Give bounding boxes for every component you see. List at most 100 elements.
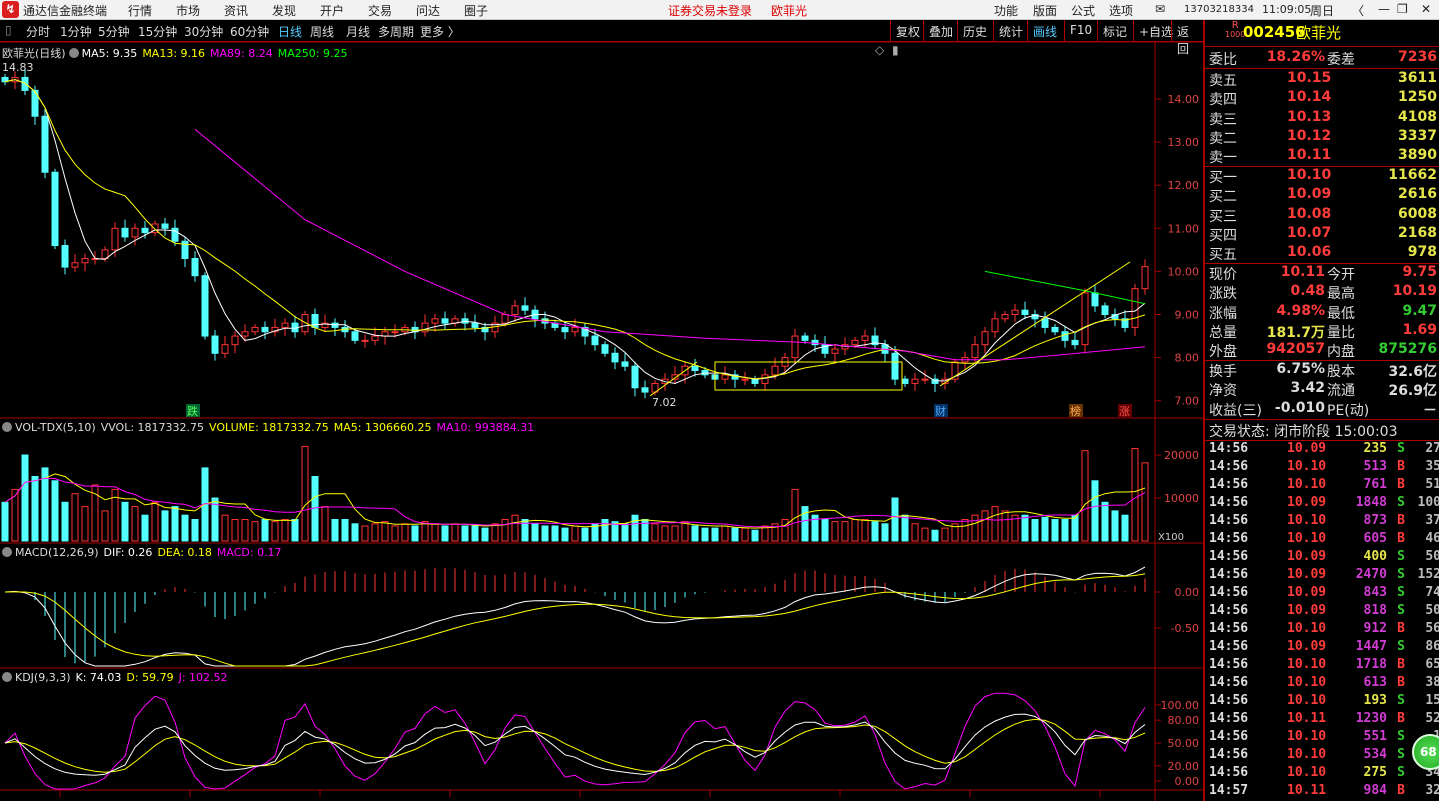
trade-cell: 10.09 bbox=[1287, 495, 1327, 510]
marker-cai[interactable]: 财 bbox=[935, 404, 946, 418]
candle bbox=[521, 305, 529, 311]
period-tab[interactable]: 更多 〉 bbox=[420, 25, 460, 39]
toolbar-button[interactable]: 标记 bbox=[1097, 20, 1132, 42]
volume-bar bbox=[471, 525, 479, 542]
menu-kaihu[interactable]: 开户 bbox=[320, 4, 345, 18]
menu-zixun[interactable]: 资讯 bbox=[224, 4, 249, 18]
toolbar-button[interactable]: 复权 bbox=[890, 20, 925, 42]
diamond-icon[interactable]: ◇ bbox=[875, 43, 885, 57]
volume-bar bbox=[991, 506, 999, 542]
period-tab[interactable]: 日线 bbox=[278, 25, 303, 39]
menu-gongshi[interactable]: 公式 bbox=[1071, 4, 1096, 18]
trade-cell: 10.09 bbox=[1287, 549, 1327, 564]
chart-title: 欧菲光(日线) bbox=[2, 47, 66, 60]
back-icon[interactable]: 〈 bbox=[1352, 4, 1365, 18]
candle bbox=[281, 322, 289, 328]
toolbar-button[interactable]: 画线 bbox=[1027, 20, 1062, 42]
marker-box bbox=[934, 404, 948, 417]
menu-banmian[interactable]: 版面 bbox=[1033, 4, 1058, 18]
volume-bar bbox=[151, 501, 159, 542]
kline-chart[interactable]: 14.00 13.00 12.00 11.00 10.00 9.00 8.00 7.00 200… bbox=[0, 0, 1203, 801]
period-tab[interactable]: 月线 bbox=[346, 25, 371, 39]
dropdown-icon[interactable] bbox=[2, 422, 12, 432]
toolbar-button[interactable]: F10 bbox=[1064, 20, 1097, 42]
y-tick-label: 50.00 bbox=[1168, 737, 1200, 750]
volume-bar bbox=[581, 527, 589, 542]
candle bbox=[1041, 318, 1049, 328]
drawn-trendline[interactable] bbox=[939, 261, 1131, 387]
toolbar-button[interactable]: 返回 bbox=[1171, 20, 1203, 56]
restore-icon[interactable]: ❐ bbox=[1397, 2, 1408, 16]
candle bbox=[501, 314, 509, 324]
marker-die[interactable]: 跌 bbox=[187, 404, 198, 418]
menu-quanzi[interactable]: 圈子 bbox=[464, 4, 489, 18]
volume-bar bbox=[871, 521, 879, 542]
panel-toggle-icon[interactable]: ▯ bbox=[5, 23, 12, 37]
value: 18.26% bbox=[1266, 49, 1325, 65]
candle bbox=[361, 339, 369, 342]
toolbar-button[interactable]: 历史 bbox=[957, 20, 992, 42]
login-notice[interactable]: 证券交易未登录 bbox=[668, 4, 753, 18]
volume-bar bbox=[211, 497, 219, 542]
volume-bar bbox=[491, 523, 499, 542]
ask-label: 卖四 bbox=[1209, 92, 1237, 109]
menu-hangqing[interactable]: 行情 bbox=[128, 4, 153, 18]
dropdown-icon[interactable] bbox=[2, 672, 12, 682]
volume-bar bbox=[631, 514, 639, 542]
period-tab[interactable]: 多周期 bbox=[378, 25, 415, 39]
candle bbox=[891, 352, 899, 380]
candle bbox=[1121, 318, 1129, 328]
trade-cell: 74 bbox=[1425, 585, 1439, 600]
stat-label: 股本 bbox=[1327, 364, 1355, 380]
menu-jiaoyi[interactable]: 交易 bbox=[368, 4, 393, 18]
drawn-rectangle[interactable] bbox=[714, 361, 903, 391]
trade-cell: B bbox=[1397, 675, 1405, 690]
menu-wenda[interactable]: 问达 bbox=[416, 4, 441, 18]
expand-icon[interactable]: ▮ bbox=[892, 43, 899, 57]
quote-row: 现价 10.11 今开 9.75 bbox=[1209, 264, 1437, 283]
marker-box bbox=[1118, 404, 1132, 417]
trade-cell: B bbox=[1397, 657, 1405, 672]
period-tab[interactable]: 30分钟 bbox=[184, 25, 224, 39]
y-tick-label: 0.00 bbox=[1175, 586, 1200, 599]
period-tab[interactable]: 60分钟 bbox=[230, 25, 270, 39]
marker-bang[interactable]: 榜 bbox=[1070, 404, 1081, 418]
volume-bar bbox=[271, 521, 279, 542]
trade-cell: 10.09 bbox=[1287, 441, 1327, 456]
minimize-icon[interactable]: — bbox=[1378, 2, 1390, 16]
menu-shichang[interactable]: 市场 bbox=[176, 4, 201, 18]
candle bbox=[101, 249, 109, 259]
dropdown-icon[interactable] bbox=[2, 547, 12, 557]
trade-cell: 100 bbox=[1417, 495, 1439, 510]
trade-cell: 14:56 bbox=[1209, 549, 1249, 564]
toolbar-button[interactable]: +自选 bbox=[1133, 20, 1178, 42]
period-tab[interactable]: 5分钟 bbox=[98, 25, 130, 39]
trade-cell: B bbox=[1397, 459, 1405, 474]
dropdown-icon[interactable] bbox=[68, 48, 79, 58]
quote-row: 卖一 10.11 3890 bbox=[1209, 147, 1437, 166]
trade-row: 14:56 10.09 1848 S 100 bbox=[1209, 495, 1439, 513]
close-icon[interactable]: ✕ bbox=[1421, 2, 1432, 16]
period-tab[interactable]: 分时 bbox=[26, 25, 51, 39]
float-badge[interactable]: 68 bbox=[1412, 734, 1439, 770]
toolbar-button[interactable]: 叠加 bbox=[923, 20, 958, 42]
drawn-trendline[interactable] bbox=[649, 361, 698, 397]
ma13-line bbox=[4, 79, 1146, 380]
marker-zhang[interactable]: 涨 bbox=[1119, 405, 1130, 418]
period-tab[interactable]: 周线 bbox=[310, 25, 335, 39]
toolbar-button[interactable]: 统计 bbox=[993, 20, 1028, 42]
candle bbox=[231, 335, 239, 346]
trade-cell: B bbox=[1397, 513, 1405, 528]
menu-xuanxiang[interactable]: 选项 bbox=[1109, 4, 1134, 18]
volume-bar bbox=[21, 454, 29, 542]
mail-icon[interactable]: ✉ bbox=[1155, 2, 1166, 16]
volume-unit: X100 bbox=[1158, 532, 1184, 543]
period-tab[interactable]: 1分钟 bbox=[60, 25, 92, 39]
menu-gongneng[interactable]: 功能 bbox=[994, 4, 1019, 18]
period-tab[interactable]: 15分钟 bbox=[138, 25, 178, 39]
trade-cell: B bbox=[1397, 783, 1405, 798]
menu-faxian[interactable]: 发现 bbox=[272, 4, 297, 18]
trade-cell: 14:56 bbox=[1209, 747, 1249, 762]
stat-label: 今开 bbox=[1327, 267, 1355, 283]
ask-label: 卖一 bbox=[1209, 150, 1237, 167]
